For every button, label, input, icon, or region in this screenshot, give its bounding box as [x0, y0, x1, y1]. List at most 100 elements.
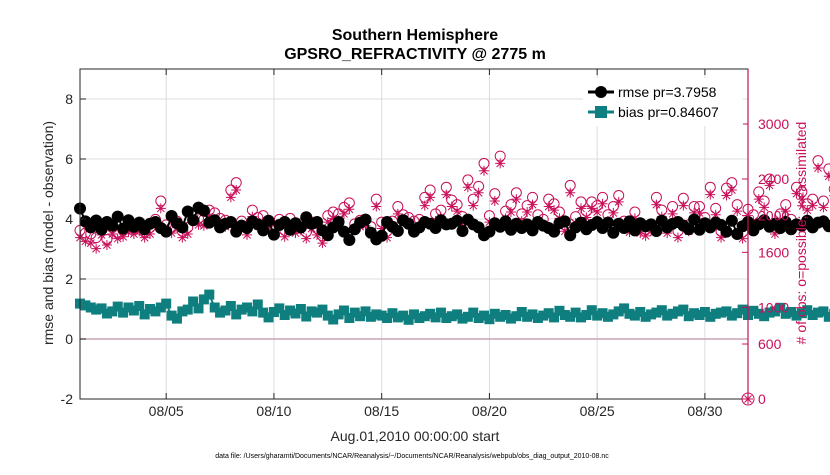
asterisk-glyph	[678, 200, 689, 211]
rmse-point	[332, 216, 345, 228]
bias-point	[570, 307, 581, 318]
obs-assimilated-point	[85, 238, 96, 249]
obs-assimilated-point	[667, 208, 678, 219]
asterisk-glyph	[118, 231, 129, 242]
bias-point	[500, 310, 511, 320]
obs-assimilated-point	[586, 203, 597, 214]
y-right-tick-label: 0	[758, 391, 766, 407]
bias-point	[182, 304, 193, 315]
obs-assimilated-point	[689, 207, 700, 218]
bias-point	[538, 310, 549, 321]
asterisk-glyph	[651, 199, 662, 210]
bias-point	[188, 296, 199, 307]
obs-assimilated-point	[818, 202, 829, 213]
y-right-tick-label: 600	[758, 336, 782, 352]
obs-assimilated-point	[468, 200, 479, 211]
x-tick-label: 08/20	[472, 403, 507, 419]
asterisk-glyph	[597, 198, 608, 209]
rmse-point	[650, 225, 663, 237]
rmse-point	[720, 225, 733, 238]
bias-point	[511, 311, 522, 322]
asterisk-glyph	[231, 185, 242, 195]
obs-assimilated-point	[473, 187, 484, 198]
asterisk-glyph	[705, 189, 716, 200]
bias-point	[457, 313, 468, 324]
obs-assimilated-point	[225, 192, 236, 203]
obs-assimilated-point	[705, 189, 716, 200]
bias-point	[732, 308, 743, 319]
bias-point	[716, 307, 727, 318]
obs-assimilated-point	[608, 207, 619, 218]
bias-point	[209, 302, 220, 313]
bias-point	[274, 303, 285, 314]
obs-assimilated-point	[581, 212, 592, 223]
asterisk-glyph	[581, 212, 592, 223]
asterisk-glyph	[344, 204, 355, 215]
legend-rmse-marker	[595, 86, 607, 98]
bias-point	[602, 311, 613, 322]
asterisk-glyph	[818, 202, 829, 213]
asterisk-glyph	[640, 230, 651, 241]
bias-point	[554, 305, 565, 316]
asterisk-glyph	[301, 233, 312, 244]
x-tick-label: 08/10	[256, 403, 291, 419]
obs-assimilated-point	[177, 232, 188, 243]
bias-point	[430, 312, 441, 323]
obs-assimilated-point	[710, 209, 721, 220]
obs-assimilated-point	[182, 229, 193, 239]
bias-point	[468, 307, 479, 318]
bias-point	[425, 308, 436, 319]
bias-point	[338, 305, 349, 316]
bias-point	[96, 303, 107, 314]
bias-point	[403, 314, 414, 325]
obs-assimilated-point	[635, 228, 646, 239]
obs-assimilated-point	[737, 233, 748, 244]
obs-assimilated-point	[279, 231, 290, 242]
asterisk-glyph	[613, 196, 624, 207]
bias-point	[441, 313, 452, 323]
obs-assimilated-point	[640, 230, 651, 241]
obs-assimilated-point	[419, 200, 430, 211]
asterisk-glyph	[689, 207, 700, 218]
bias-point	[328, 314, 339, 325]
obs-assimilated-point	[479, 165, 490, 176]
asterisk-glyph	[796, 194, 807, 205]
bias-point	[263, 312, 274, 323]
bias-point	[112, 301, 123, 312]
obs-assimilated-point	[139, 232, 150, 243]
obs-assimilated-point	[392, 208, 403, 219]
bias-point	[764, 307, 775, 318]
asterisk-glyph	[462, 182, 473, 193]
bias-point	[409, 309, 419, 320]
bias-point	[473, 313, 484, 323]
obs-assimilated-point	[592, 207, 603, 217]
asterisk-glyph	[505, 207, 516, 217]
asterisk-glyph	[441, 189, 452, 200]
bias-point	[382, 313, 393, 323]
obs-assimilated-point	[231, 185, 242, 195]
asterisk-glyph	[177, 232, 188, 243]
x-tick-label: 08/05	[149, 403, 184, 419]
bias-point	[699, 307, 710, 317]
bias-point	[619, 303, 630, 314]
bias-point	[721, 306, 732, 317]
obs-assimilated-point	[290, 228, 301, 239]
asterisk-glyph	[511, 194, 522, 205]
bias-point	[80, 300, 91, 311]
obs-assimilated-point	[91, 243, 102, 254]
bias-point	[683, 311, 694, 322]
bias-point	[333, 309, 344, 320]
rmse-point	[451, 214, 464, 227]
rmse-point	[623, 215, 636, 228]
asterisk-glyph	[225, 192, 236, 203]
asterisk-glyph	[392, 208, 403, 219]
obs-assimilated-point	[371, 201, 382, 212]
bias-point	[802, 305, 813, 316]
rmse-point	[688, 213, 701, 226]
asterisk-glyph	[101, 240, 112, 250]
bias-point	[414, 313, 425, 323]
obs-assimilated-point	[452, 206, 463, 217]
bias-point	[532, 313, 543, 323]
bias-point	[268, 307, 279, 317]
bias-point	[651, 307, 662, 318]
